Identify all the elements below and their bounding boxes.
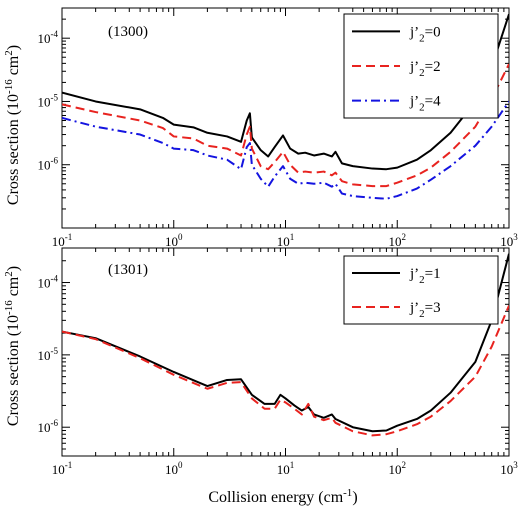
series-line-0 bbox=[62, 13, 509, 171]
y-tick-label: 10-5 bbox=[38, 346, 59, 363]
y-axis-title-bottom-group: Cross section (10-16 cm2) bbox=[3, 266, 22, 426]
y-axis-title-top-group: Cross section (10-16 cm2) bbox=[3, 45, 22, 205]
legend: j’2=0 j’2=2 j’2=4 bbox=[343, 13, 499, 119]
y-axis-title-top: Cross section (10-16 cm2) bbox=[3, 45, 22, 205]
legend-label-1: j’2=2 bbox=[409, 59, 441, 79]
y-tick-label: 10-4 bbox=[38, 274, 59, 291]
panel-annotation: (1300) bbox=[108, 24, 148, 40]
x-axis-title-sup: -1 bbox=[343, 487, 352, 499]
x-tick-label: 100 bbox=[165, 460, 183, 477]
series-line-1 bbox=[62, 63, 509, 188]
series-line-2 bbox=[62, 100, 509, 200]
y-tick-label: 10-6 bbox=[38, 156, 59, 173]
legend: j’2=1 j’2=3 bbox=[343, 255, 499, 325]
series-line-0 bbox=[62, 253, 509, 433]
x-tick-label: 102 bbox=[389, 460, 407, 477]
x-tick-label: 10-1 bbox=[52, 232, 73, 249]
y-tick-label: 10-4 bbox=[38, 29, 59, 46]
y-tick-label: 10-5 bbox=[38, 92, 59, 109]
x-tick-label: 103 bbox=[500, 460, 518, 477]
x-tick-label: 103 bbox=[500, 232, 518, 249]
x-axis-title-end: ) bbox=[352, 489, 357, 506]
x-tick-label: 101 bbox=[277, 460, 295, 477]
series-line-1 bbox=[62, 305, 509, 437]
legend-label-2: j’2=4 bbox=[409, 94, 441, 114]
x-axis-title-main: Collision energy (cm bbox=[208, 489, 343, 506]
x-tick-label: 102 bbox=[389, 232, 407, 249]
y-axis-title-bottom: Cross section (10-16 cm2) bbox=[3, 266, 22, 426]
legend-label-0: j’2=0 bbox=[409, 24, 441, 44]
legend-label-1: j’2=3 bbox=[409, 300, 441, 320]
legend-label-0: j’2=1 bbox=[409, 266, 441, 286]
x-tick-label: 101 bbox=[277, 232, 295, 249]
x-tick-label: 10-1 bbox=[52, 460, 73, 477]
legend-box bbox=[343, 255, 499, 325]
x-tick-label: 100 bbox=[165, 232, 183, 249]
x-axis-title: Collision energy (cm-1) bbox=[208, 487, 357, 506]
y-tick-label: 10-6 bbox=[38, 418, 59, 435]
panel-annotation: (1301) bbox=[108, 262, 148, 278]
